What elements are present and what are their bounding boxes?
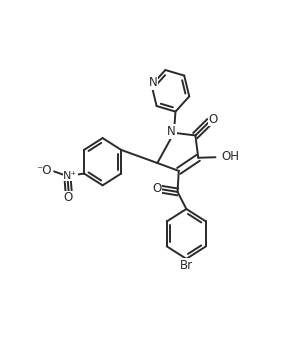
Text: O: O [153,182,162,195]
Text: OH: OH [221,150,239,163]
Text: Br: Br [180,259,193,272]
Text: N: N [149,76,157,89]
Text: N: N [167,125,176,138]
Text: O: O [208,113,218,126]
Text: O: O [64,191,73,204]
Text: N⁺: N⁺ [63,170,77,181]
Text: ⁻O: ⁻O [36,164,52,177]
